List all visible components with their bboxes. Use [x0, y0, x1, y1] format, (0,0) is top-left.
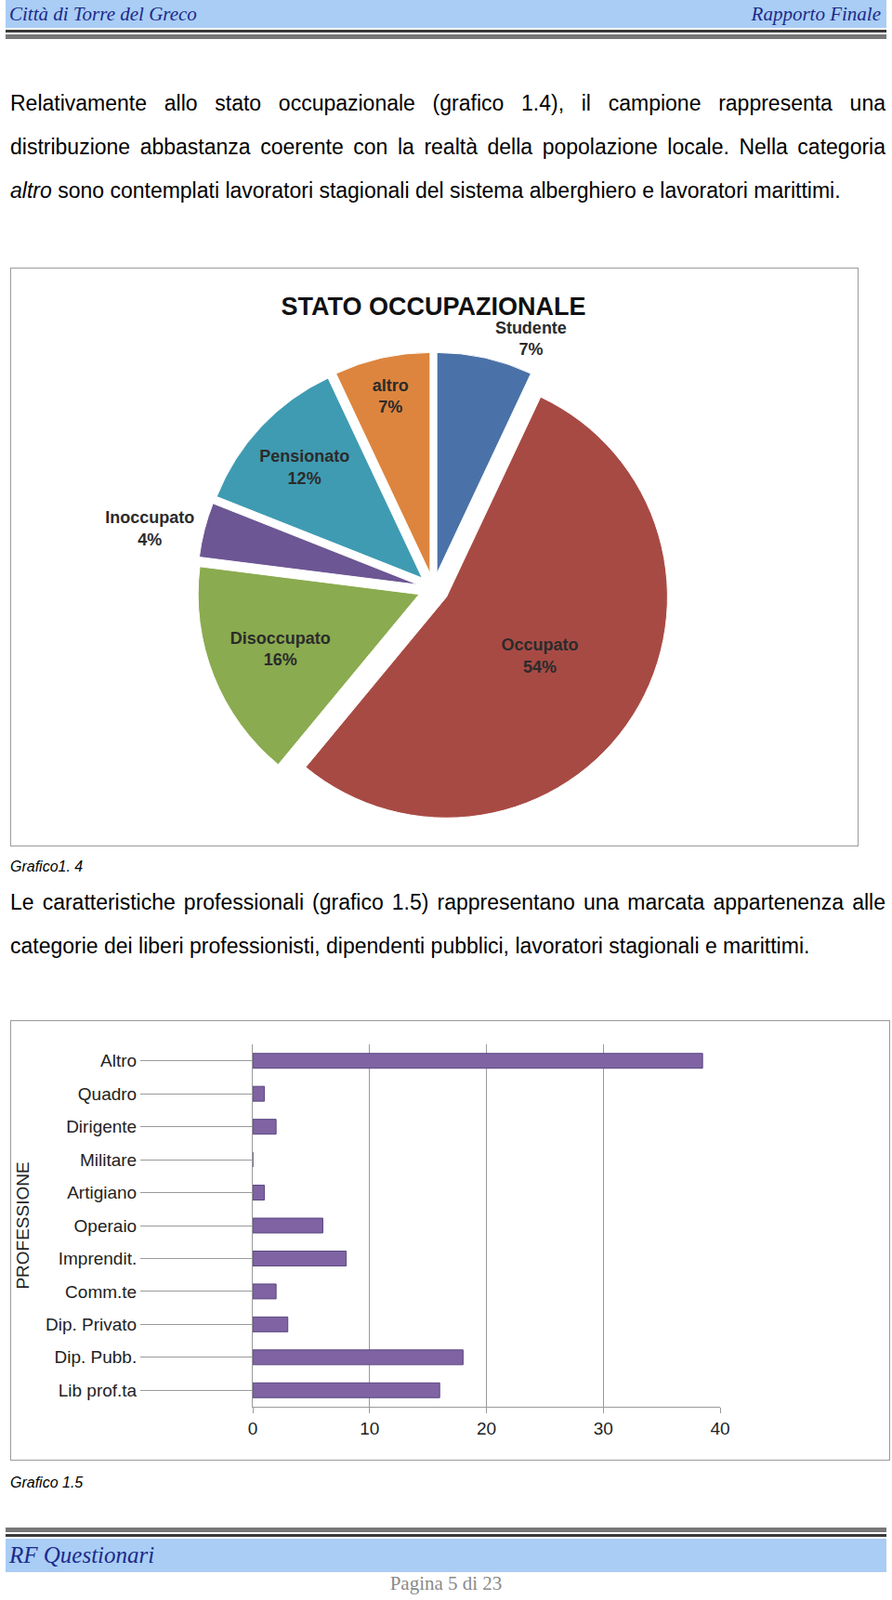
html-text:Pagina 5 di 23: Pagina 5 di 23 — [389, 1572, 503, 1595]
svg-text:Inoccupato4%: Inoccupato4% — [104, 508, 195, 549]
svg-text:altro7%: altro7% — [372, 376, 409, 417]
html-text:Rapporto Finale: Rapporto Finale — [751, 2, 881, 26]
html-text:Grafico 1.5: Grafico 1.5 — [10, 1474, 83, 1491]
html-text:Grafico1. 4: Grafico1. 4 — [10, 858, 83, 875]
svg-text:Militare: Militare — [79, 1150, 137, 1170]
html-text:altro sono contemplati lavorat: altro sono contemplati lavoratori stagio… — [10, 178, 841, 203]
svg-text:Studente7%: Studente7% — [495, 318, 567, 359]
svg-text:Dip. Pubb.: Dip. Pubb. — [53, 1347, 137, 1367]
svg-text:40: 40 — [709, 1418, 730, 1439]
svg-text:Pensionato12%: Pensionato12% — [259, 446, 350, 487]
svg-text:Dirigente: Dirigente — [65, 1116, 137, 1137]
svg-text:30: 30 — [593, 1418, 614, 1439]
html-text:Le caratteristiche professiona: Le caratteristiche professionali (grafic… — [10, 890, 886, 958]
svg-text:Occupato54%: Occupato54% — [500, 635, 578, 676]
svg-text:Altro: Altro — [100, 1050, 137, 1071]
html-text:Relativamente allo stato occup: Relativamente allo stato occupazionale (… — [10, 91, 886, 159]
svg-text:10: 10 — [359, 1418, 380, 1439]
svg-text:Lib prof.ta: Lib prof.ta — [58, 1380, 138, 1401]
svg-text:Quadro: Quadro — [78, 1084, 137, 1104]
svg-text:20: 20 — [476, 1418, 497, 1439]
html-text:RF Questionari: RF Questionari — [9, 1542, 155, 1568]
svg-text:Imprendit.: Imprendit. — [58, 1248, 137, 1269]
svg-text:STATO OCCUPAZIONALE: STATO OCCUPAZIONALE — [281, 292, 587, 321]
svg-text:Operaio: Operaio — [74, 1216, 138, 1236]
svg-text:Dip. Privato: Dip. Privato — [45, 1314, 137, 1335]
svg-text:Comm.te: Comm.te — [65, 1282, 137, 1302]
svg-text:Disoccupato16%: Disoccupato16% — [230, 629, 331, 669]
svg-text:PROFESSIONE: PROFESSIONE — [13, 1161, 33, 1289]
svg-text:Artigiano: Artigiano — [66, 1182, 137, 1203]
html-text:Città di Torre del Greco: Città di Torre del Greco — [9, 2, 197, 26]
svg-text:0: 0 — [248, 1418, 259, 1439]
